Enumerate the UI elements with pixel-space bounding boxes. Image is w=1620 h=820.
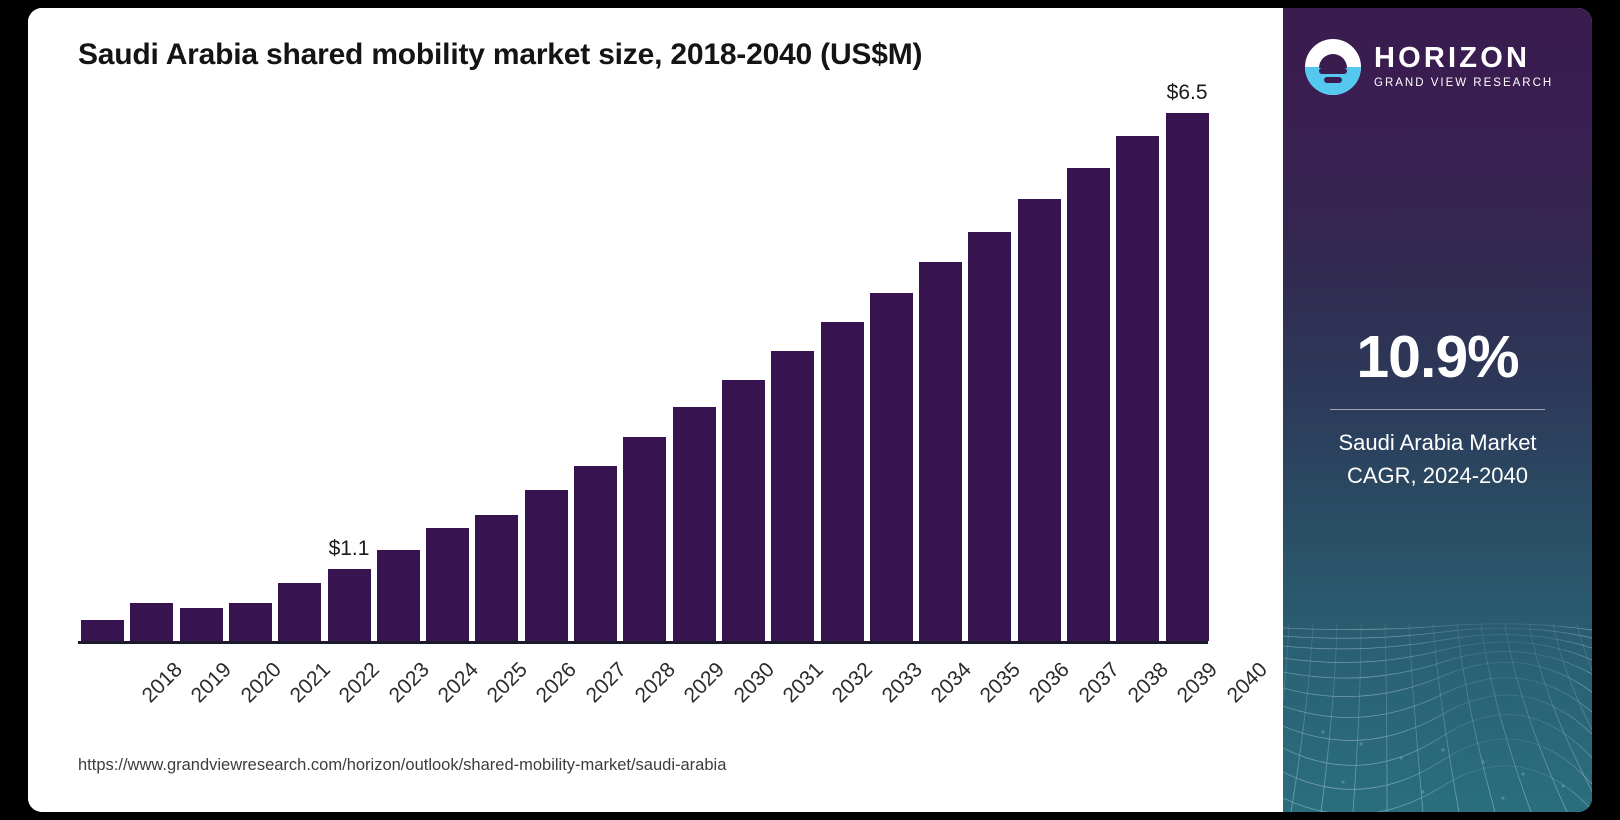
- x-tick-2023: 2023: [384, 658, 434, 708]
- logo-bar-upper: [1319, 68, 1347, 75]
- cagr-block: 10.9% Saudi Arabia Market CAGR, 2024-204…: [1283, 328, 1592, 492]
- x-tick-2040: 2040: [1222, 658, 1272, 708]
- bar-2022: [278, 583, 322, 641]
- x-tick-2028: 2028: [630, 658, 680, 708]
- cagr-description-line1: Saudi Arabia Market: [1338, 430, 1537, 455]
- bar-series: $1.1 $6.5: [78, 68, 1213, 641]
- x-tick-2032: 2032: [827, 658, 878, 708]
- bar-2020: [179, 608, 223, 641]
- x-tick-2025: 2025: [482, 658, 533, 708]
- x-tick-2027: 2027: [581, 658, 631, 708]
- bar-2038: [1067, 168, 1110, 641]
- logo-bar-lower: [1324, 77, 1342, 84]
- cagr-value: 10.9%: [1356, 324, 1519, 390]
- x-tick-2020: 2020: [236, 658, 286, 708]
- bar-2036: [968, 232, 1012, 641]
- side-panel: HORIZON GRAND VIEW RESEARCH 10.9% Saudi …: [1283, 8, 1592, 812]
- x-axis-tick-labels: 2018 2019 2020 2021 2022 2023 2024 2025 2026 2027…: [78, 648, 1272, 738]
- bar-2035: [919, 262, 963, 641]
- bar-2025: [426, 528, 470, 641]
- x-tick-2029: 2029: [679, 658, 730, 708]
- bar-2032: [771, 351, 815, 641]
- bar-2026: [475, 515, 519, 641]
- horizon-logo-icon: [1305, 39, 1361, 95]
- x-tick-2030: 2030: [729, 658, 779, 708]
- bar-2033: [820, 322, 864, 641]
- logo-dome-shape: [1319, 53, 1347, 68]
- bar-2031: [721, 380, 765, 641]
- brand-subtitle: GRAND VIEW RESEARCH: [1374, 77, 1554, 90]
- bar-2030: [672, 407, 716, 641]
- bar-2040: [1165, 113, 1209, 641]
- bar-2028: [574, 466, 617, 641]
- x-tick-2039: 2039: [1172, 658, 1223, 708]
- bar-2023: [327, 569, 371, 641]
- source-url[interactable]: https://www.grandviewresearch.com/horizo…: [78, 756, 727, 774]
- cagr-divider: [1330, 409, 1545, 410]
- x-tick-2037: 2037: [1074, 658, 1124, 708]
- chart-area: Saudi Arabia shared mobility market size…: [28, 8, 1283, 812]
- bar-2021: [228, 603, 272, 641]
- chart-title: Saudi Arabia shared mobility market size…: [78, 38, 923, 71]
- x-tick-2019: 2019: [186, 658, 237, 708]
- x-tick-2022: 2022: [334, 658, 385, 708]
- wireframe-mesh-decoration: [1283, 623, 1592, 812]
- bar-2039: [1116, 136, 1160, 641]
- bar-value-label-2040: $6.5: [1166, 81, 1208, 104]
- x-tick-2036: 2036: [1025, 658, 1075, 708]
- x-tick-2033: 2033: [877, 658, 927, 708]
- x-tick-2026: 2026: [532, 658, 582, 708]
- bar-2018: [81, 620, 124, 641]
- x-tick-2031: 2031: [778, 658, 828, 708]
- brand-logo-text: HORIZON GRAND VIEW RESEARCH: [1374, 41, 1554, 91]
- brand-logo: HORIZON GRAND VIEW RESEARCH: [1305, 36, 1575, 98]
- bar-2027: [524, 490, 568, 641]
- bar-2037: [1017, 199, 1061, 641]
- x-tick-2034: 2034: [926, 658, 976, 708]
- x-tick-2021: 2021: [285, 658, 335, 708]
- bar-2024: [376, 550, 420, 641]
- bar-2029: [623, 437, 667, 641]
- bar-2019: [130, 603, 174, 641]
- x-tick-2018: 2018: [137, 658, 187, 708]
- x-tick-2024: 2024: [433, 658, 483, 708]
- brand-title: HORIZON: [1374, 41, 1531, 74]
- bar-value-label-2023: $1.1: [328, 537, 370, 560]
- x-tick-2038: 2038: [1123, 658, 1173, 708]
- cagr-description-line2: CAGR, 2024-2040: [1347, 463, 1528, 488]
- x-axis-line: [78, 641, 1208, 644]
- report-card: Saudi Arabia shared mobility market size…: [28, 8, 1592, 812]
- x-tick-2035: 2035: [975, 658, 1026, 708]
- bar-2034: [869, 293, 913, 641]
